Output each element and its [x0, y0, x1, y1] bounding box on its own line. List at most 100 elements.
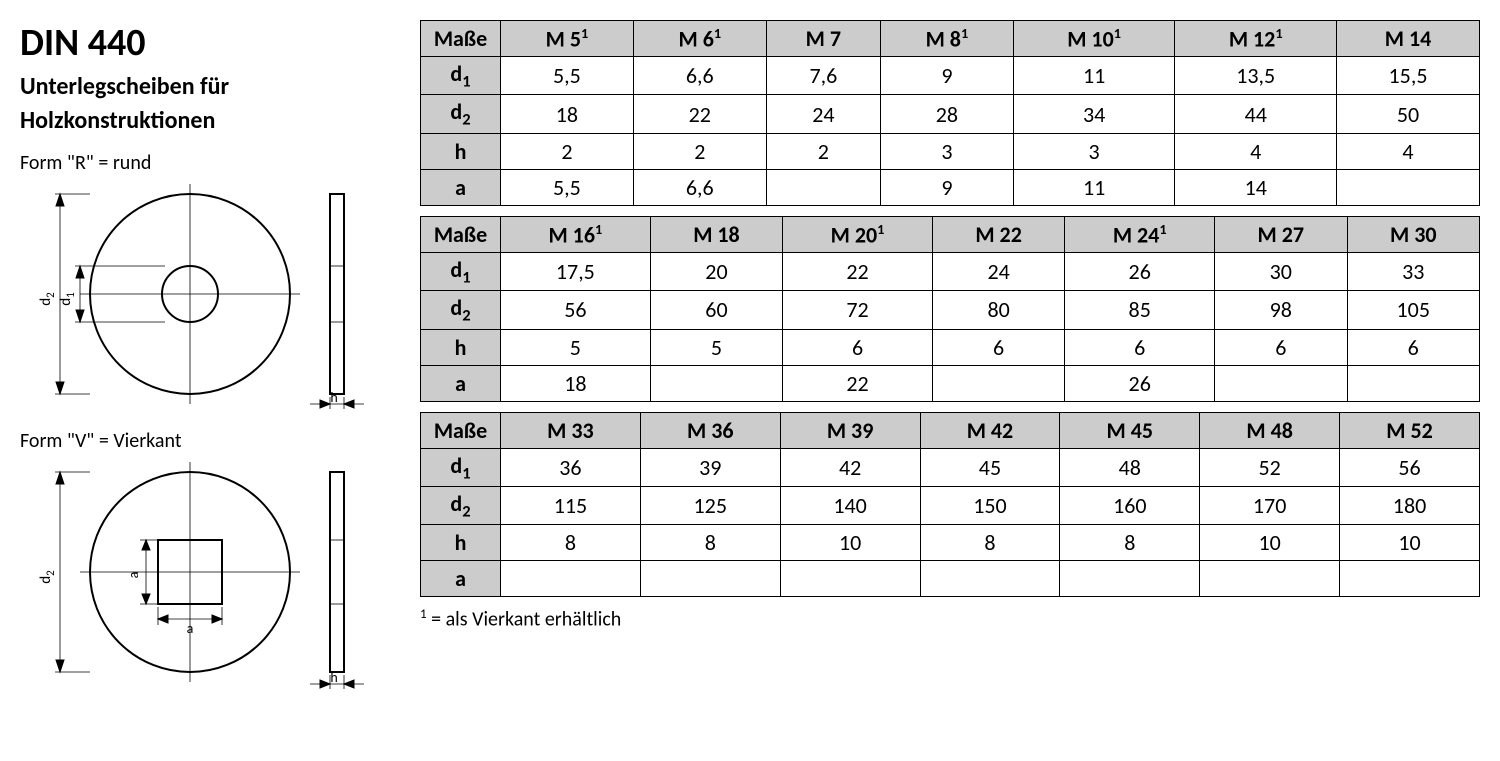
size-header: M 39: [780, 412, 920, 448]
data-cell: 6: [932, 329, 1064, 365]
size-header: M 42: [920, 412, 1060, 448]
data-cell: 30: [1215, 252, 1347, 290]
data-cell: [1337, 169, 1480, 205]
size-header: M 45: [1060, 412, 1200, 448]
row-label: h: [421, 525, 501, 561]
data-cell: 14: [1175, 169, 1337, 205]
form-r-label: Form "R" = rund: [20, 151, 400, 175]
data-cell: 6: [783, 329, 933, 365]
data-cell: [1347, 365, 1479, 401]
data-cell: 28: [880, 95, 1013, 133]
data-cell: 36: [501, 448, 641, 486]
data-cell: 5: [650, 329, 782, 365]
row-label: d2: [421, 486, 501, 524]
data-cell: 11: [1013, 169, 1175, 205]
data-cell: 10: [1200, 525, 1340, 561]
data-cell: 8: [640, 525, 780, 561]
svg-text:h: h: [330, 389, 337, 406]
form-r-diagram: d2 d1 h: [20, 179, 380, 409]
size-header: M 52: [1340, 412, 1480, 448]
data-cell: 8: [1060, 525, 1200, 561]
data-cell: 10: [1340, 525, 1480, 561]
data-cell: 3: [880, 133, 1013, 169]
row-label: d1: [421, 57, 501, 95]
data-cell: 52: [1200, 448, 1340, 486]
row-label: h: [421, 133, 501, 169]
row-label: d2: [421, 95, 501, 133]
svg-text:d2: d2: [37, 292, 57, 306]
data-cell: 6,6: [633, 169, 766, 205]
size-header: M 18: [650, 216, 782, 252]
data-cell: [650, 365, 782, 401]
data-cell: 115: [501, 486, 641, 524]
form-r-block: Form "R" = rund: [20, 151, 400, 409]
data-cell: 72: [783, 291, 933, 329]
row-label: d2: [421, 291, 501, 329]
row-label: a: [421, 365, 501, 401]
data-cell: [780, 561, 920, 597]
data-cell: 24: [932, 252, 1064, 290]
data-cell: 26: [1065, 252, 1215, 290]
data-cell: 4: [1337, 133, 1480, 169]
svg-text:d2: d2: [37, 570, 57, 584]
right-column: MaßeM 51M 61M 7M 81M 101M 121M 14d15,56,…: [420, 20, 1480, 717]
size-header: M 30: [1347, 216, 1479, 252]
data-cell: 5,5: [501, 169, 634, 205]
header-label: Maße: [421, 216, 501, 252]
data-cell: 170: [1200, 486, 1340, 524]
data-cell: 17,5: [501, 252, 651, 290]
data-cell: 9: [880, 169, 1013, 205]
data-cell: [1060, 561, 1200, 597]
data-cell: 80: [932, 291, 1064, 329]
data-cell: [640, 561, 780, 597]
page-title: DIN 440: [20, 20, 400, 66]
data-cell: 33: [1347, 252, 1479, 290]
spec-table-0: MaßeM 51M 61M 7M 81M 101M 121M 14d15,56,…: [420, 20, 1480, 206]
data-cell: 56: [501, 291, 651, 329]
data-cell: [1200, 561, 1340, 597]
size-header: M 48: [1200, 412, 1340, 448]
data-cell: 50: [1337, 95, 1480, 133]
size-header: M 81: [880, 21, 1013, 57]
data-cell: 39: [640, 448, 780, 486]
size-header: M 241: [1065, 216, 1215, 252]
data-cell: [932, 365, 1064, 401]
data-cell: 8: [920, 525, 1060, 561]
data-cell: 22: [783, 365, 933, 401]
data-cell: 56: [1340, 448, 1480, 486]
svg-text:a: a: [125, 572, 142, 579]
size-header: M 36: [640, 412, 780, 448]
data-cell: 11: [1013, 57, 1175, 95]
data-cell: 5: [501, 329, 651, 365]
left-column: DIN 440 Unterlegscheiben für Holzkonstru…: [20, 20, 400, 717]
data-cell: 60: [650, 291, 782, 329]
data-cell: 6: [1347, 329, 1479, 365]
data-cell: 15,5: [1337, 57, 1480, 95]
data-cell: 125: [640, 486, 780, 524]
data-cell: 24: [766, 95, 880, 133]
data-cell: 34: [1013, 95, 1175, 133]
data-cell: 5,5: [501, 57, 634, 95]
size-header: M 14: [1337, 21, 1480, 57]
data-cell: 20: [650, 252, 782, 290]
data-cell: [501, 561, 641, 597]
data-cell: 6: [1215, 329, 1347, 365]
data-cell: 180: [1340, 486, 1480, 524]
row-label: d1: [421, 448, 501, 486]
data-cell: 98: [1215, 291, 1347, 329]
data-cell: 2: [501, 133, 634, 169]
row-label: d1: [421, 252, 501, 290]
header-label: Maße: [421, 21, 501, 57]
data-cell: 42: [780, 448, 920, 486]
data-cell: 48: [1060, 448, 1200, 486]
data-cell: [1215, 365, 1347, 401]
row-label: a: [421, 561, 501, 597]
data-cell: 140: [780, 486, 920, 524]
size-header: M 121: [1175, 21, 1337, 57]
form-v-label: Form "V" = Vierkant: [20, 429, 400, 453]
data-cell: 2: [633, 133, 766, 169]
data-cell: 7,6: [766, 57, 880, 95]
data-cell: 9: [880, 57, 1013, 95]
footnote: 1 = als Vierkant erhältlich: [420, 607, 1480, 632]
size-header: M 27: [1215, 216, 1347, 252]
